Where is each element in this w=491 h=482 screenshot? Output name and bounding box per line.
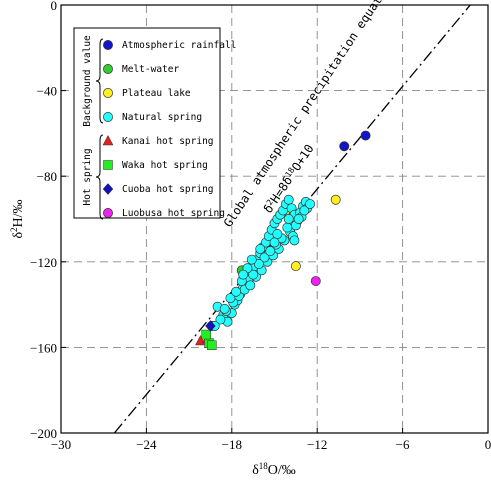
gmwl-label-o-plus: O+10 (289, 142, 317, 174)
y-tick-label: −160 (30, 340, 57, 355)
natural-spring-point (289, 235, 300, 246)
legend-group-background-value: Background value (82, 35, 93, 127)
x-title-sup-18: 18 (259, 461, 269, 471)
natural-spring-point (238, 269, 249, 280)
x-tick-label: −6 (396, 437, 410, 452)
legend-label-waka-hot-spring: Waka hot spring (122, 160, 208, 171)
atmospheric-rainfall-point (360, 130, 371, 141)
y-tick-label: −120 (30, 255, 57, 270)
legend-marker-plateau-lake (103, 88, 113, 98)
legend-marker-luobusa-hot-spring (103, 208, 113, 218)
axis-ticks: −30 −24 −18 −12 −6 0 0 −40 −80 −120 −160 −200 (30, 0, 491, 452)
legend-label-luobusa-hot-spring: Luobusa hot spring (122, 208, 225, 219)
legend-marker-waka-hot-spring (103, 160, 113, 170)
luobusa-hot-spring-point (310, 276, 321, 287)
natural-spring-point (283, 194, 294, 205)
y-axis-title: δ2H/‰ (9, 199, 26, 238)
y-tick-label: 0 (51, 0, 58, 13)
natural-spring-point (282, 222, 293, 233)
y-tick-label: −40 (37, 84, 57, 99)
gmwl-annotation: Global atmospheric precipitation equatio… (221, 0, 397, 230)
x-tick-label: −18 (222, 437, 242, 452)
legend-label-cuoba-hot-spring: Cuoba hot spring (122, 184, 214, 195)
legend-box (73, 27, 221, 219)
legend-marker-cuoba-hot-spring (102, 183, 114, 195)
legend-label-atmospheric-rainfall: Atmospheric rainfall (122, 40, 236, 51)
natural-spring-point (265, 246, 276, 257)
y-tick-label: −80 (37, 169, 57, 184)
plot-frame (60, 4, 489, 434)
legend: Atmospheric rainfall Melt-water Plateau la… (73, 27, 236, 220)
x-tick-label: 0 (485, 437, 491, 452)
natural-spring-point (245, 280, 256, 291)
natural-spring-point (305, 199, 316, 209)
x-tick-label: −30 (51, 437, 71, 452)
x-tick-label: −12 (307, 437, 327, 452)
legend-marker-natural-spring (103, 112, 113, 122)
y-tick-label: −200 (30, 426, 57, 441)
natural-spring-point (293, 214, 304, 224)
natural-spring-point (269, 237, 280, 248)
legend-label-kanai-hot-spring: Kanai hot spring (122, 136, 214, 147)
legend-group-hot-spring: Hot spring (82, 148, 93, 205)
gmwl-line (113, 5, 471, 433)
legend-label-natural-spring: Natural spring (122, 112, 202, 123)
legend-marker-melt-water (103, 64, 113, 74)
natural-spring-point (248, 269, 259, 280)
y-title-sup-2: 2 (9, 227, 19, 232)
y-title-h: H/‰ (11, 199, 26, 227)
natural-spring-point (259, 252, 270, 263)
y-title-delta: δ (11, 232, 26, 239)
gmwl-line-layer (113, 5, 471, 433)
plateau-lake-point (290, 261, 301, 272)
natural-spring-point (253, 258, 264, 269)
legend-brace-background (95, 38, 104, 124)
gmwl-label-line1: Global atmospheric precipitation equatio… (221, 0, 397, 230)
natural-spring-point (225, 293, 236, 304)
gmwl-label-sup-2: 2 (264, 197, 274, 206)
legend-marker-atmospheric-rainfall (103, 40, 113, 50)
plateau-lake-point (330, 194, 341, 205)
natural-spring-point (299, 205, 310, 216)
natural-spring-point (246, 254, 257, 265)
cuoba-hot-spring-point (205, 320, 216, 332)
waka-hot-spring-point (201, 329, 211, 340)
waka-hot-spring-point (207, 340, 217, 351)
legend-marker-kanai-hot-spring (102, 134, 114, 146)
natural-spring-point (215, 314, 226, 325)
natural-spring-point (255, 244, 266, 254)
atmospheric-rainfall-point (339, 141, 350, 152)
x-axis-title: δ18O/‰ (252, 461, 296, 478)
natural-spring-point (272, 229, 283, 239)
legend-label-plateau-lake: Plateau lake (122, 88, 191, 99)
natural-spring-point (231, 286, 242, 297)
x-title-o: O/‰ (268, 463, 296, 478)
data-points (195, 130, 371, 351)
x-tick-label: −24 (136, 437, 157, 452)
natural-spring-point (219, 303, 230, 314)
x-title-delta: δ (252, 463, 259, 478)
legend-label-melt-water: Melt-water (122, 64, 179, 75)
legend-brace-hot-spring (95, 134, 104, 220)
natural-spring-point (283, 214, 294, 224)
